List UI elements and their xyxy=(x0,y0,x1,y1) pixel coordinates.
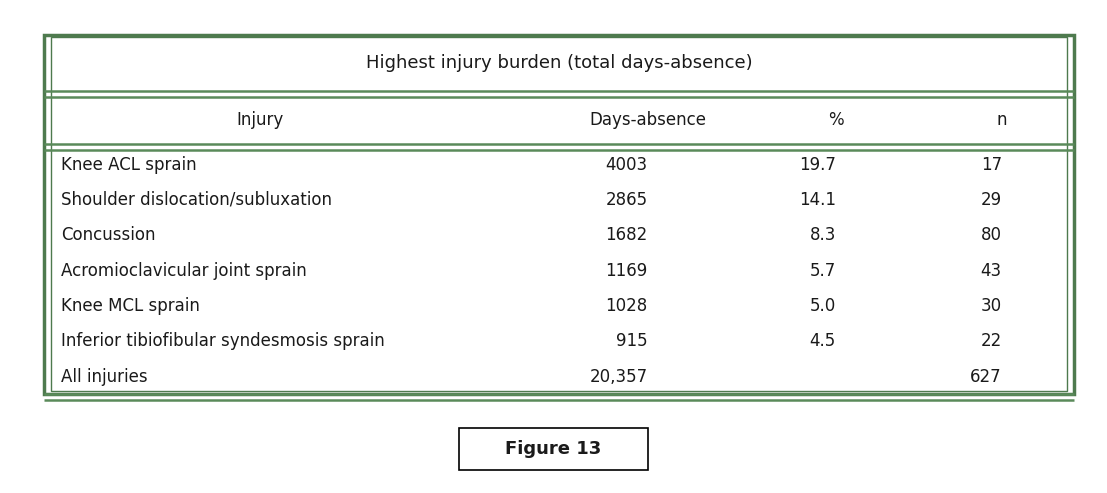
Text: 29: 29 xyxy=(981,191,1002,209)
Text: All injuries: All injuries xyxy=(61,368,147,386)
Text: 14.1: 14.1 xyxy=(799,191,836,209)
Text: Concussion: Concussion xyxy=(61,226,155,245)
Text: 80: 80 xyxy=(981,226,1002,245)
Text: 1169: 1169 xyxy=(606,262,648,280)
Text: 5.0: 5.0 xyxy=(809,297,836,315)
Bar xyxy=(459,427,648,469)
Text: Figure 13: Figure 13 xyxy=(506,440,601,458)
Text: n: n xyxy=(996,111,1007,129)
Text: Knee ACL sprain: Knee ACL sprain xyxy=(61,156,197,174)
Text: 17: 17 xyxy=(981,156,1002,174)
Text: 2865: 2865 xyxy=(606,191,648,209)
Text: 915: 915 xyxy=(615,332,648,351)
Text: 5.7: 5.7 xyxy=(809,262,836,280)
Text: 22: 22 xyxy=(981,332,1002,351)
Text: Acromioclavicular joint sprain: Acromioclavicular joint sprain xyxy=(61,262,307,280)
Text: Injury: Injury xyxy=(237,111,283,129)
Text: 4003: 4003 xyxy=(606,156,648,174)
Text: 1028: 1028 xyxy=(606,297,648,315)
Text: Shoulder dislocation/subluxation: Shoulder dislocation/subluxation xyxy=(61,191,332,209)
Text: 20,357: 20,357 xyxy=(589,368,648,386)
Bar xyxy=(51,37,1067,391)
Text: 627: 627 xyxy=(970,368,1002,386)
Bar xyxy=(44,35,1074,394)
Text: 8.3: 8.3 xyxy=(809,226,836,245)
Text: 43: 43 xyxy=(981,262,1002,280)
Text: 19.7: 19.7 xyxy=(799,156,836,174)
Text: Inferior tibiofibular syndesmosis sprain: Inferior tibiofibular syndesmosis sprain xyxy=(61,332,384,351)
Text: 30: 30 xyxy=(981,297,1002,315)
Text: 1682: 1682 xyxy=(606,226,648,245)
Text: Days-absence: Days-absence xyxy=(589,111,706,129)
Text: %: % xyxy=(828,111,844,129)
Text: Knee MCL sprain: Knee MCL sprain xyxy=(61,297,199,315)
Text: 4.5: 4.5 xyxy=(809,332,836,351)
Text: Highest injury burden (total days-absence): Highest injury burden (total days-absenc… xyxy=(365,54,753,72)
